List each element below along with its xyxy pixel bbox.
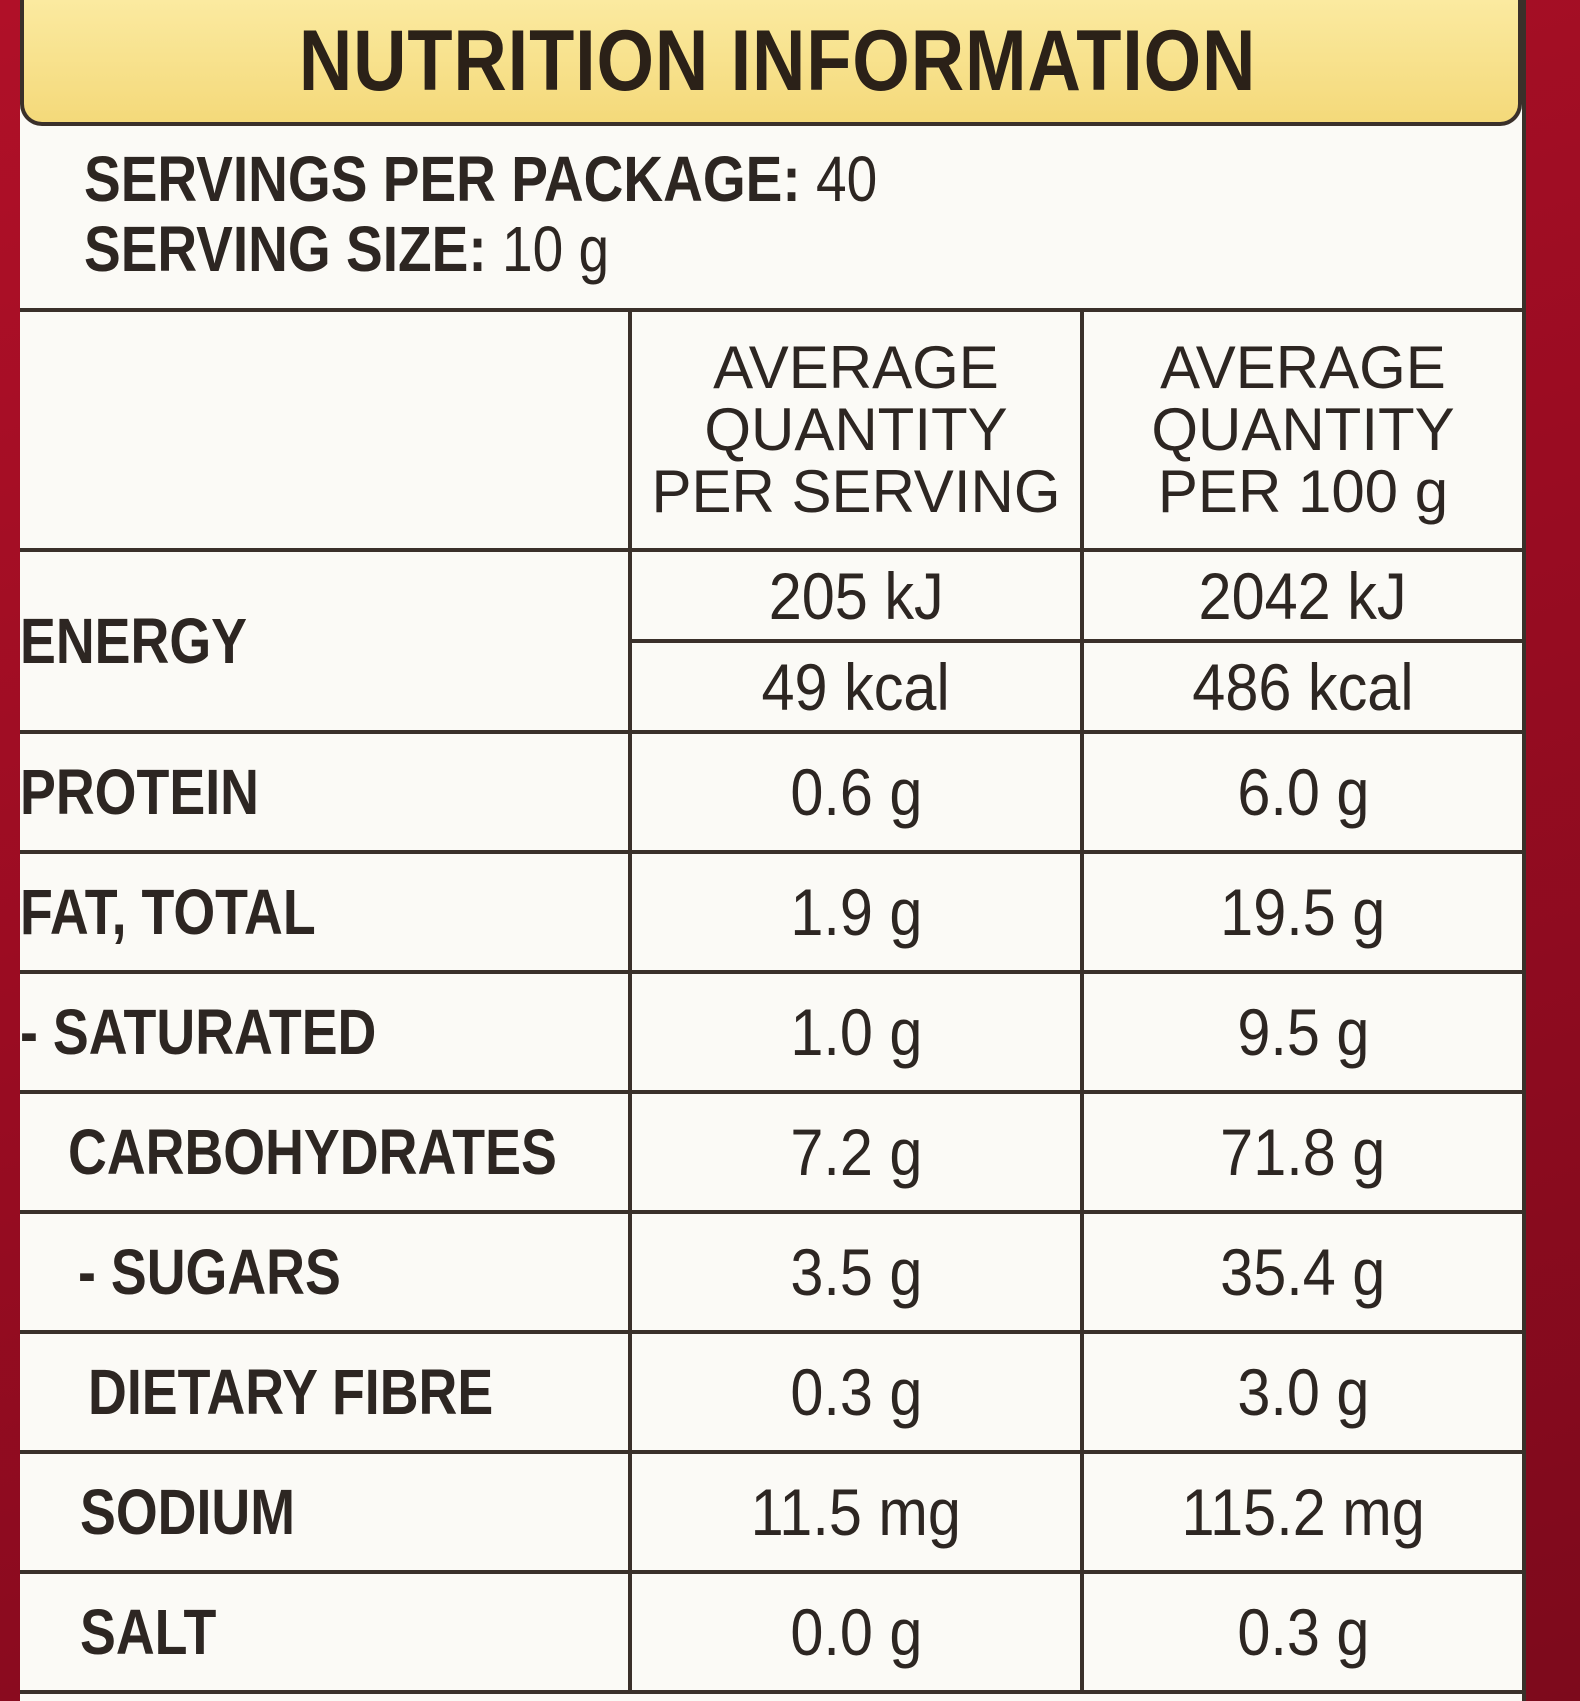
- table-row-protein: PROTEIN 0.6 g 6.0 g: [20, 730, 1522, 854]
- value-per-serving: 0.0 g: [628, 1570, 1082, 1694]
- servings-per-package-label: SERVINGS PER PACKAGE:: [84, 143, 801, 215]
- servings-per-package: SERVINGS PER PACKAGE: 40: [84, 144, 877, 214]
- energy-row-kj: ENERGY 205 kJ 2042 kJ: [20, 548, 1522, 734]
- energy-kj-serving: 205 kJ: [628, 548, 1082, 643]
- panel-title: NUTRITION INFORMATION: [299, 12, 1257, 109]
- header-per-100g-line: PER 100 g: [1157, 458, 1449, 525]
- nutrient-name: - SATURATED: [20, 970, 630, 1094]
- table-row-saturated: - SATURATED 1.0 g 9.5 g: [20, 970, 1522, 1094]
- value-per-100g: 0.3 g: [1080, 1570, 1522, 1694]
- header-per-serving-line: AVERAGE: [713, 334, 999, 401]
- value-per-serving: 0.6 g: [628, 730, 1082, 854]
- value-per-serving: 3.5 g: [628, 1210, 1082, 1334]
- value-per-serving: 7.2 g: [628, 1090, 1082, 1214]
- value-per-100g: 9.5 g: [1080, 970, 1522, 1094]
- serving-size-label: SERVING SIZE:: [84, 213, 487, 285]
- header-per-serving-line: PER SERVING: [651, 458, 1061, 525]
- nutrition-panel: NUTRITION INFORMATION SERVINGS PER PACKA…: [20, 0, 1526, 1701]
- value-per-100g: 35.4 g: [1080, 1210, 1522, 1334]
- serving-size: SERVING SIZE: 10 g: [84, 214, 877, 284]
- nutrient-name: FAT, TOTAL: [20, 850, 630, 974]
- table-row-salt: SALT 0.0 g 0.3 g: [20, 1570, 1522, 1694]
- header-per-100g: AVERAGE QUANTITY PER 100 g: [1080, 308, 1522, 552]
- value-per-serving: 1.0 g: [628, 970, 1082, 1094]
- nutrient-name: PROTEIN: [20, 730, 630, 854]
- energy-kcal-100g: 486 kcal: [1080, 639, 1522, 734]
- energy-kj-100g: 2042 kJ: [1080, 548, 1522, 643]
- nutrition-table: AVERAGE QUANTITY PER SERVING AVERAGE QUA…: [20, 308, 1522, 1694]
- value-per-100g: 71.8 g: [1080, 1090, 1522, 1214]
- header-blank-cell: [20, 308, 630, 552]
- nutrient-name: DIETARY FIBRE: [20, 1330, 630, 1454]
- nutrient-name: SODIUM: [20, 1450, 630, 1574]
- table-row-sodium: SODIUM 11.5 mg 115.2 mg: [20, 1450, 1522, 1574]
- nutrient-name: SALT: [20, 1570, 630, 1694]
- nutrient-name: CARBOHYDRATES: [20, 1090, 630, 1214]
- serving-size-value: 10 g: [501, 213, 610, 285]
- title-banner: NUTRITION INFORMATION: [20, 0, 1522, 126]
- value-per-100g: 6.0 g: [1080, 730, 1522, 854]
- header-per-100g-line: QUANTITY: [1151, 396, 1455, 463]
- energy-label: ENERGY: [20, 548, 630, 734]
- value-per-100g: 3.0 g: [1080, 1330, 1522, 1454]
- value-per-100g: 115.2 mg: [1080, 1450, 1522, 1574]
- table-row-sugars: - SUGARS 3.5 g 35.4 g: [20, 1210, 1522, 1334]
- nutrient-name: - SUGARS: [20, 1210, 630, 1334]
- value-per-serving: 11.5 mg: [628, 1450, 1082, 1574]
- table-row-dietary-fibre: DIETARY FIBRE 0.3 g 3.0 g: [20, 1330, 1522, 1454]
- energy-row-kcal: 49 kcal 486 kcal: [20, 639, 1522, 734]
- value-per-100g: 19.5 g: [1080, 850, 1522, 974]
- energy-kcal-serving: 49 kcal: [628, 639, 1082, 734]
- servings-per-package-value: 40: [815, 143, 878, 215]
- value-per-serving: 0.3 g: [628, 1330, 1082, 1454]
- table-row-carbohydrates: CARBOHYDRATES 7.2 g 71.8 g: [20, 1090, 1522, 1214]
- header-per-100g-line: AVERAGE: [1160, 334, 1446, 401]
- header-per-serving-line: QUANTITY: [704, 396, 1008, 463]
- table-header-row: AVERAGE QUANTITY PER SERVING AVERAGE QUA…: [20, 308, 1522, 552]
- value-per-serving: 1.9 g: [628, 850, 1082, 974]
- servings-info: SERVINGS PER PACKAGE: 40 SERVING SIZE: 1…: [84, 144, 1006, 284]
- table-row-fat-total: FAT, TOTAL 1.9 g 19.5 g: [20, 850, 1522, 974]
- header-per-serving: AVERAGE QUANTITY PER SERVING: [628, 308, 1082, 552]
